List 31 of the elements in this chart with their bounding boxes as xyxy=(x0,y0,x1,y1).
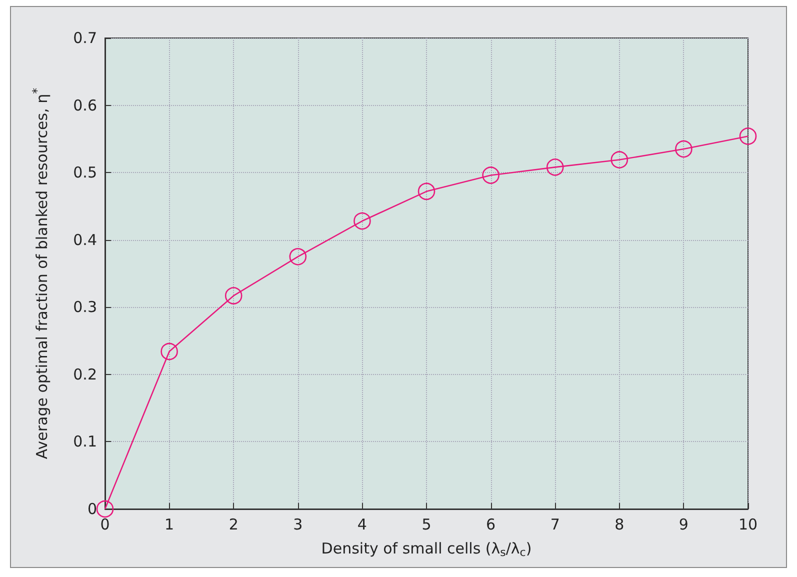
y-tick-label: 0.5 xyxy=(73,164,97,182)
x-tick-label: 10 xyxy=(738,516,758,534)
point xyxy=(610,151,628,168)
y-tick-label: 0.6 xyxy=(73,96,97,114)
x-tick-label: 2 xyxy=(228,516,238,534)
y-tick-label: 0.1 xyxy=(73,432,97,451)
point xyxy=(482,166,500,184)
x-tick-label: 9 xyxy=(678,516,688,534)
y-tick-label: 0.3 xyxy=(73,298,97,316)
y-tick-label: 0.7 xyxy=(73,29,97,47)
point xyxy=(160,342,178,360)
x-tick-label: 6 xyxy=(486,516,496,534)
point xyxy=(96,500,114,518)
x-tick-label: 3 xyxy=(293,516,303,534)
y-tick-label: 0.2 xyxy=(73,365,97,384)
x-tick-label: 5 xyxy=(422,516,432,534)
point xyxy=(739,128,757,145)
y-axis-title: Average optimal fraction of blanked resources, η* xyxy=(30,88,51,460)
point xyxy=(289,248,307,266)
point xyxy=(354,212,371,230)
point xyxy=(675,140,692,158)
x-tick-label: 0 xyxy=(100,516,110,534)
x-tick-label: 8 xyxy=(614,516,624,534)
y-tick-label: 0 xyxy=(87,500,97,518)
x-tick-label: 1 xyxy=(164,516,174,534)
x-tick-label: 7 xyxy=(550,516,560,534)
point xyxy=(418,182,436,200)
y-tick-label: 0.4 xyxy=(73,230,97,249)
point xyxy=(224,287,242,304)
point xyxy=(546,158,564,176)
x-tick-label: 4 xyxy=(357,516,367,534)
